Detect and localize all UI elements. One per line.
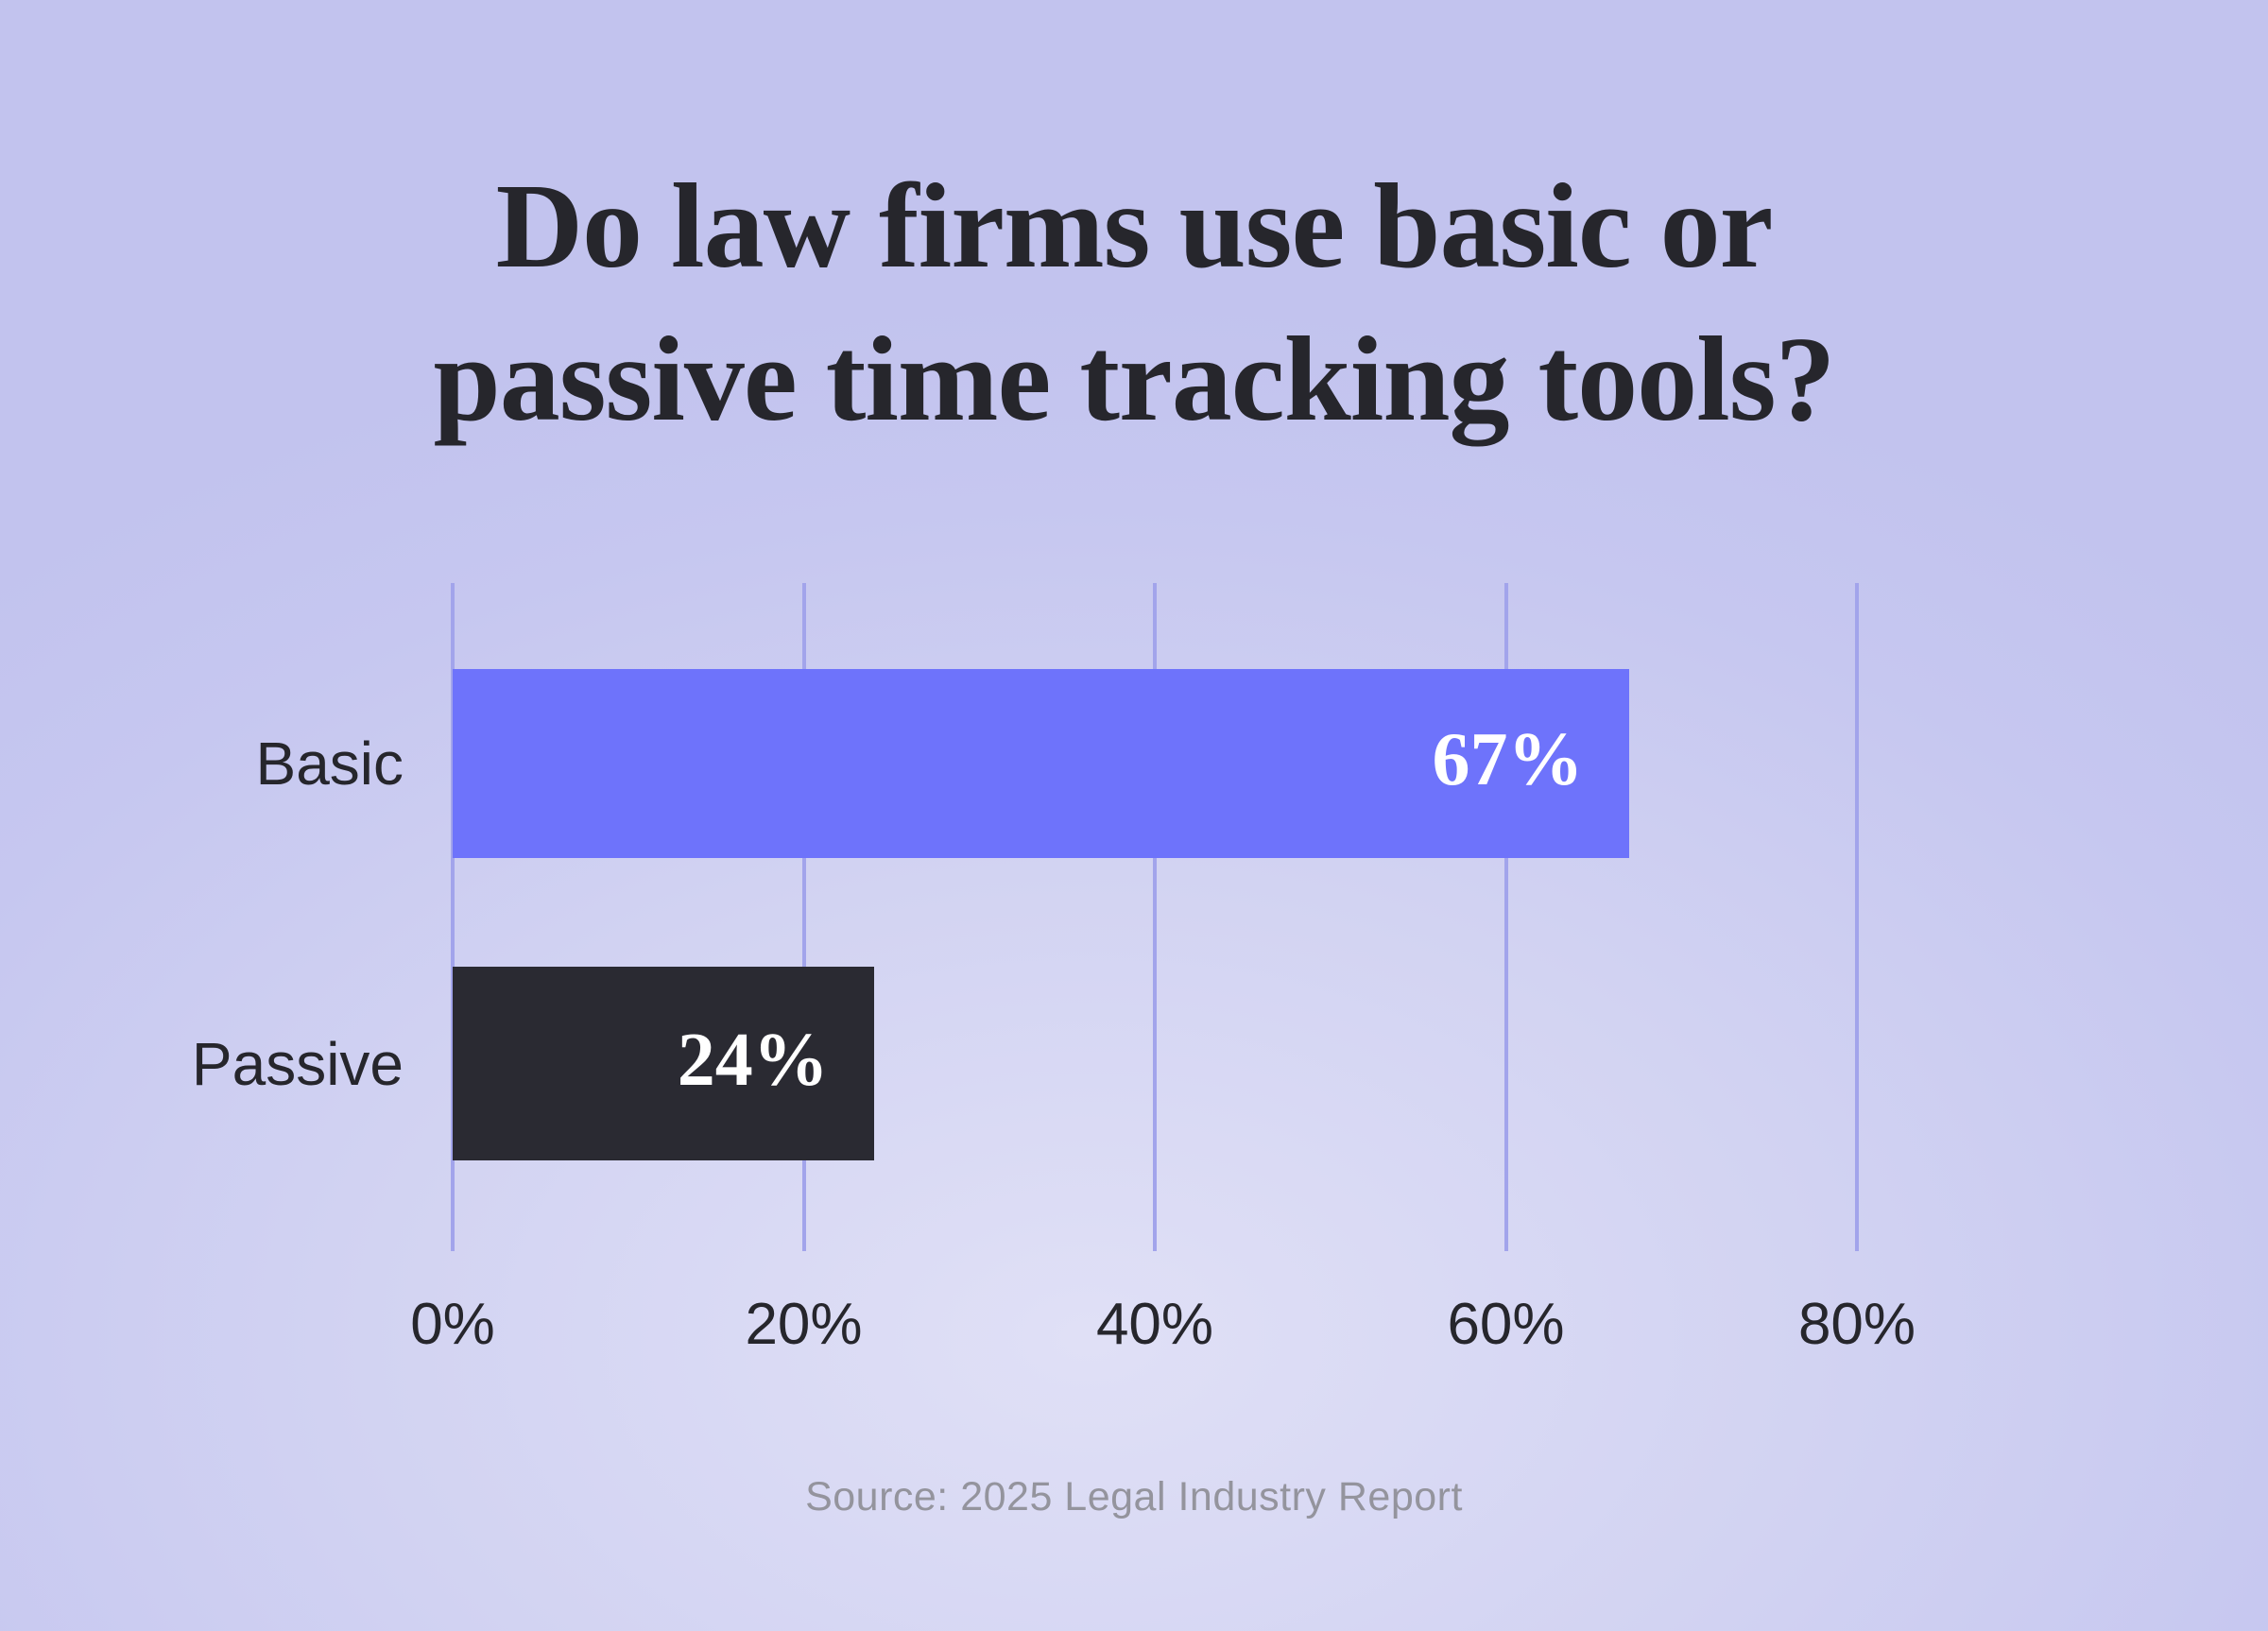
source-note: Source: 2025 Legal Industry Report: [805, 1474, 1463, 1519]
bar-passive: 24%: [453, 967, 874, 1160]
gridline-60%: [1503, 583, 1508, 1251]
chart-title: Do law firms use basic or passive time t…: [0, 149, 2268, 455]
plot-area: 67% 24%: [451, 583, 1859, 1251]
gridline-40%: [1153, 583, 1157, 1251]
x-tick-label-60%: 60%: [1447, 1292, 1565, 1357]
chart-title-line2: passive time tracking tools?: [433, 312, 1836, 446]
chart-title-line1: Do law firms use basic or: [495, 159, 1774, 293]
gridline-0%: [451, 583, 455, 1251]
category-label-basic: Basic: [255, 730, 404, 798]
x-tick-label-0%: 0%: [410, 1292, 495, 1357]
bar-basic: 67%: [453, 669, 1629, 858]
gridline-80%: [1855, 583, 1859, 1251]
category-label-passive: Passive: [191, 1029, 404, 1098]
x-tick-label-40%: 40%: [1095, 1292, 1214, 1357]
bar-value-passive: 24%: [677, 1018, 829, 1102]
x-tick-label-80%: 80%: [1797, 1292, 1916, 1357]
gridline-20%: [801, 583, 806, 1251]
bar-value-basic: 67%: [1432, 717, 1584, 801]
x-tick-label-20%: 20%: [745, 1292, 863, 1357]
